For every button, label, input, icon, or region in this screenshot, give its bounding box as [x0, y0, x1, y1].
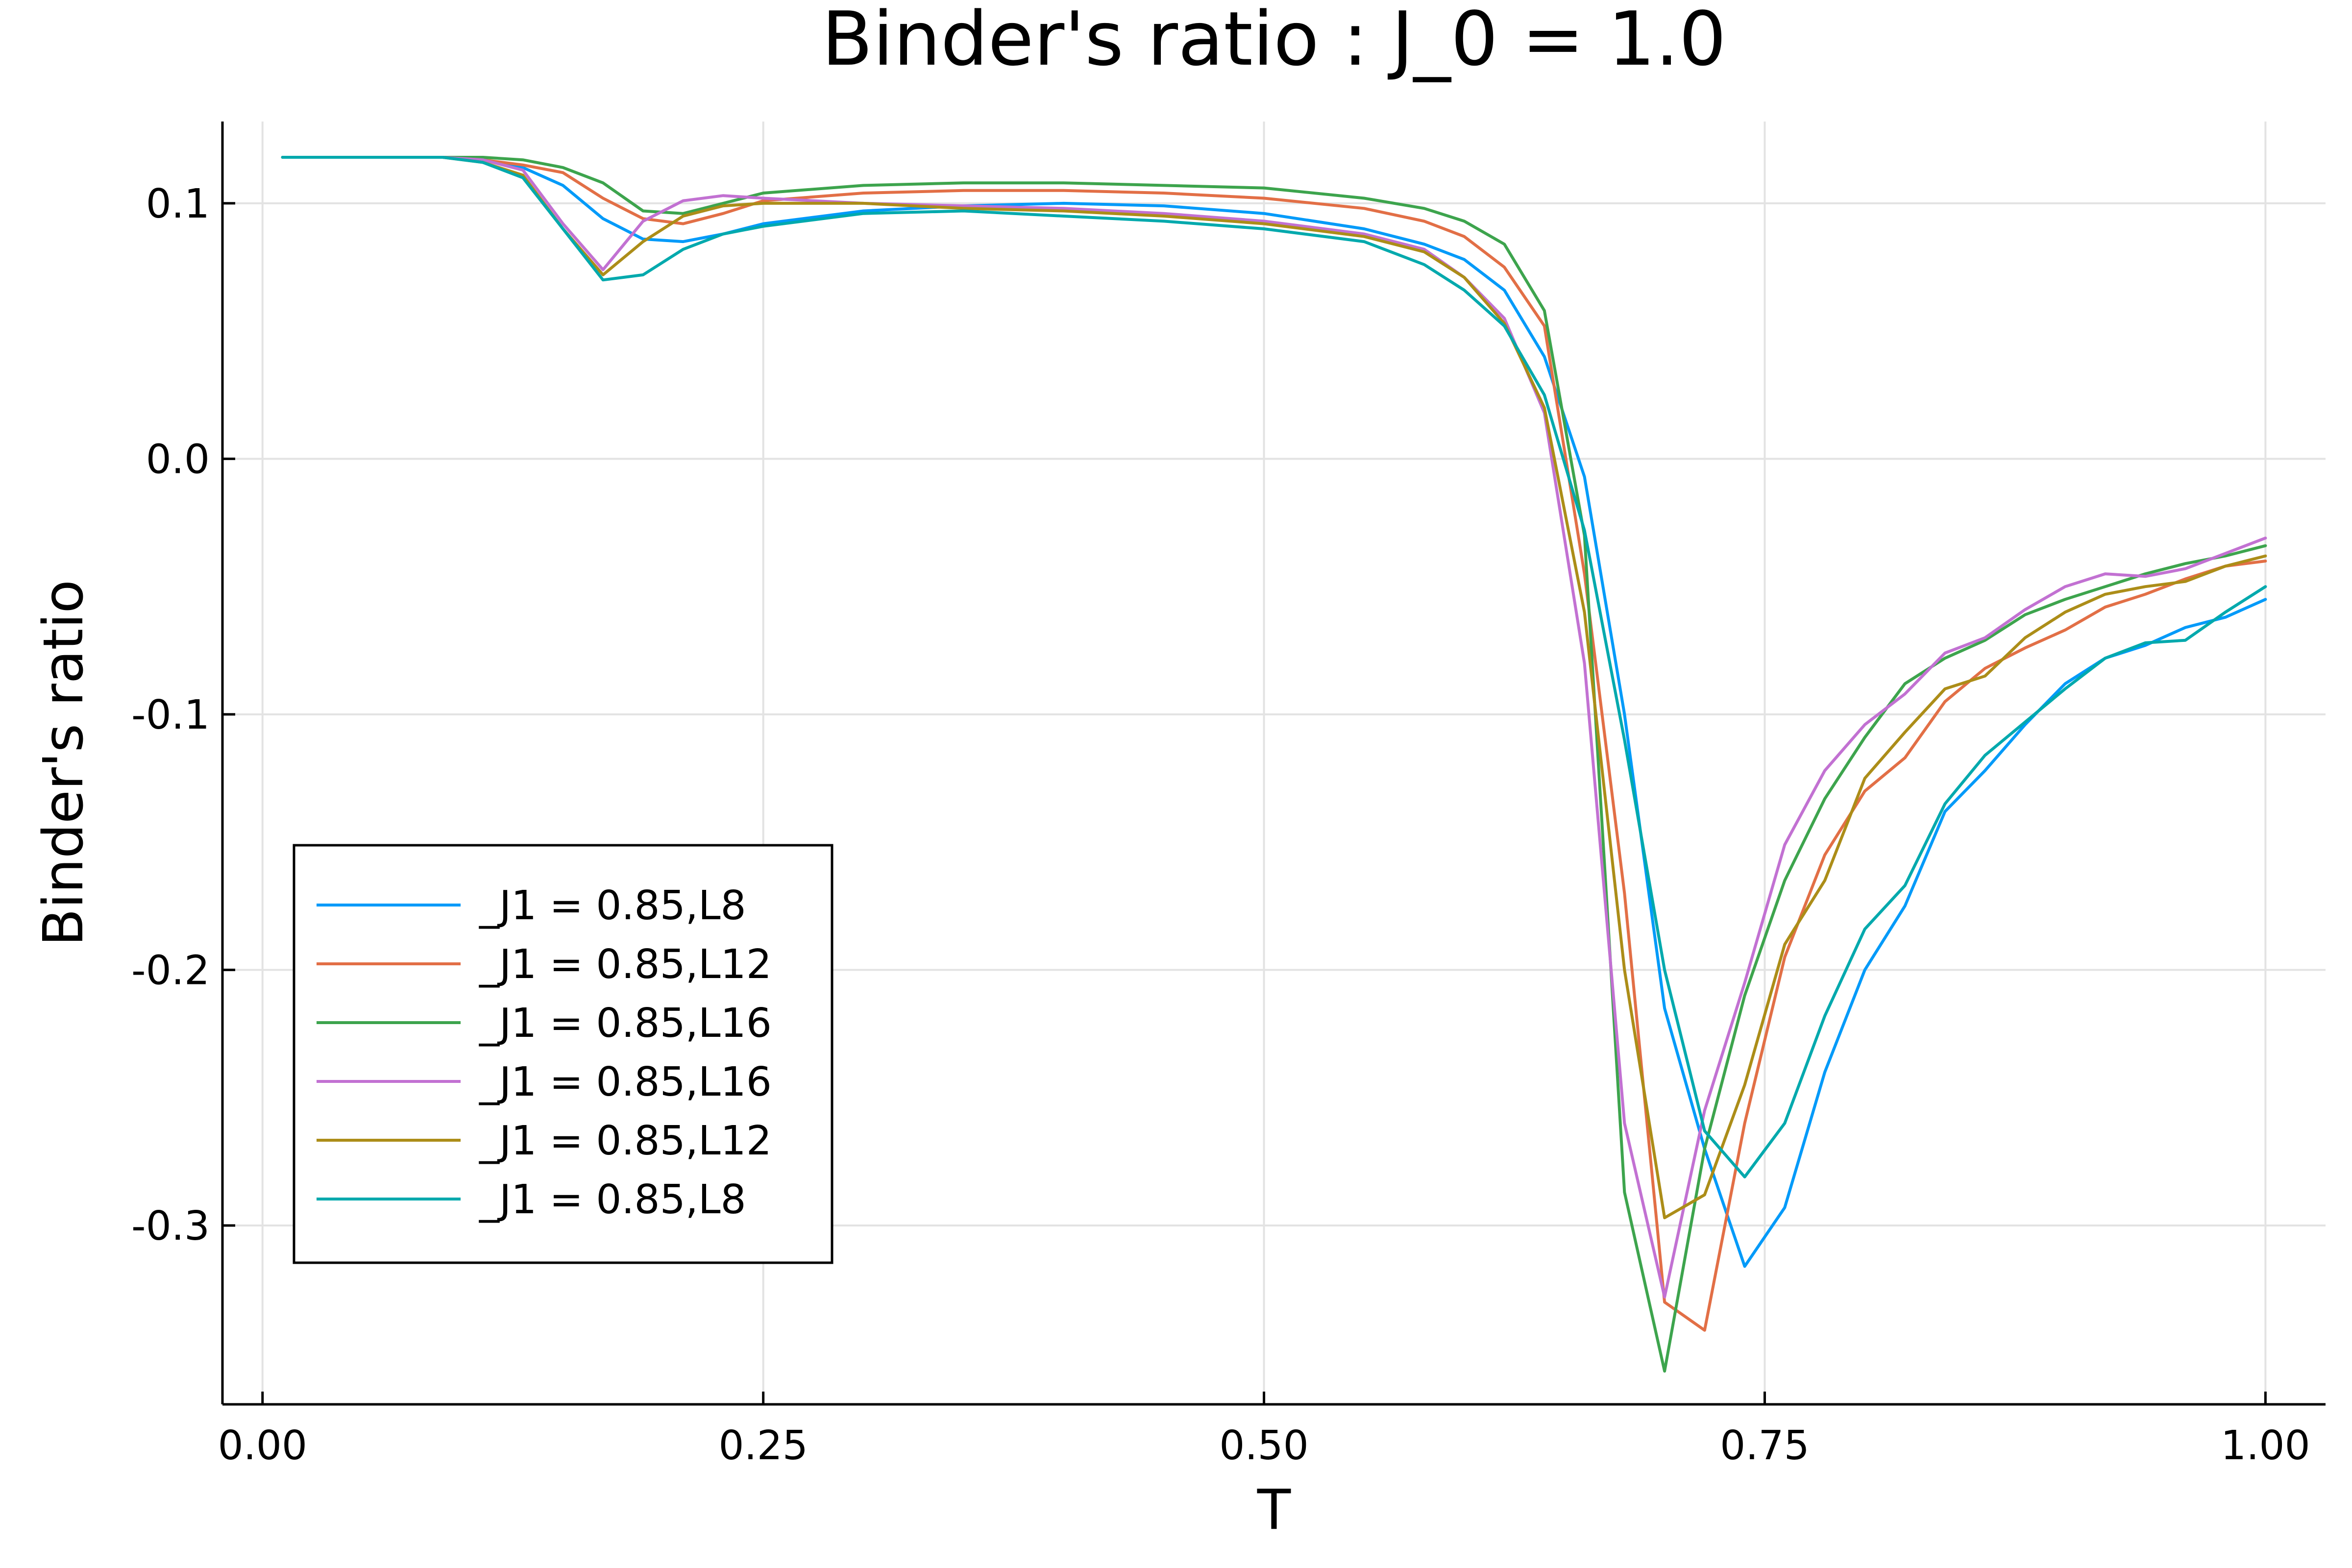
series-group — [281, 156, 2267, 1373]
series-line-5 — [281, 156, 2267, 1220]
series-line-3 — [281, 156, 2267, 1373]
y-tick-label: 0.1 — [146, 181, 210, 227]
x-tick-label: 0.25 — [718, 1422, 808, 1469]
x-axis-label: T — [1257, 1478, 1291, 1542]
y-axis-label: Binder's ratio — [32, 580, 96, 946]
legend-label-4: _J1 = 0.85,L16 — [479, 1059, 772, 1105]
legend-label-3: _J1 = 0.85,L16 — [479, 1000, 772, 1047]
series-line-2 — [281, 156, 2267, 1332]
y-tick-label: -0.3 — [131, 1203, 210, 1250]
y-tick-label: -0.2 — [131, 947, 210, 994]
y-ticks: 0.1 0.0 -0.1 -0.2 -0.3 — [131, 181, 235, 1250]
grid — [222, 122, 2326, 1404]
legend-entries: _J1 = 0.85,L8 _J1 = 0.85,L12 _J1 = 0.85,L1… — [317, 882, 772, 1223]
y-tick-label: 0.0 — [146, 436, 210, 483]
x-tick-label: 0.00 — [218, 1422, 307, 1469]
x-ticks: 0.00 0.25 0.50 0.75 1.00 — [218, 1392, 2310, 1469]
series-line-4 — [281, 156, 2267, 1298]
legend-box — [293, 844, 833, 1264]
x-tick-label: 0.50 — [1219, 1422, 1309, 1469]
y-tick-label: -0.1 — [131, 692, 210, 738]
legend-label-5: _J1 = 0.85,L12 — [479, 1118, 772, 1164]
legend-label-2: _J1 = 0.85,L12 — [479, 941, 772, 988]
legend: _J1 = 0.85,L8 _J1 = 0.85,L12 _J1 = 0.85,L1… — [293, 844, 833, 1264]
x-tick-label: 0.75 — [1720, 1422, 1810, 1469]
legend-label-1: _J1 = 0.85,L8 — [479, 882, 746, 929]
series-line-1 — [281, 156, 2267, 1268]
legend-label-6: _J1 = 0.85,L8 — [479, 1176, 746, 1223]
x-tick-label: 1.00 — [2221, 1422, 2310, 1469]
chart-title: Binder's ratio : J_0 = 1.0 — [822, 0, 1726, 82]
series-line-6 — [281, 156, 2267, 1178]
